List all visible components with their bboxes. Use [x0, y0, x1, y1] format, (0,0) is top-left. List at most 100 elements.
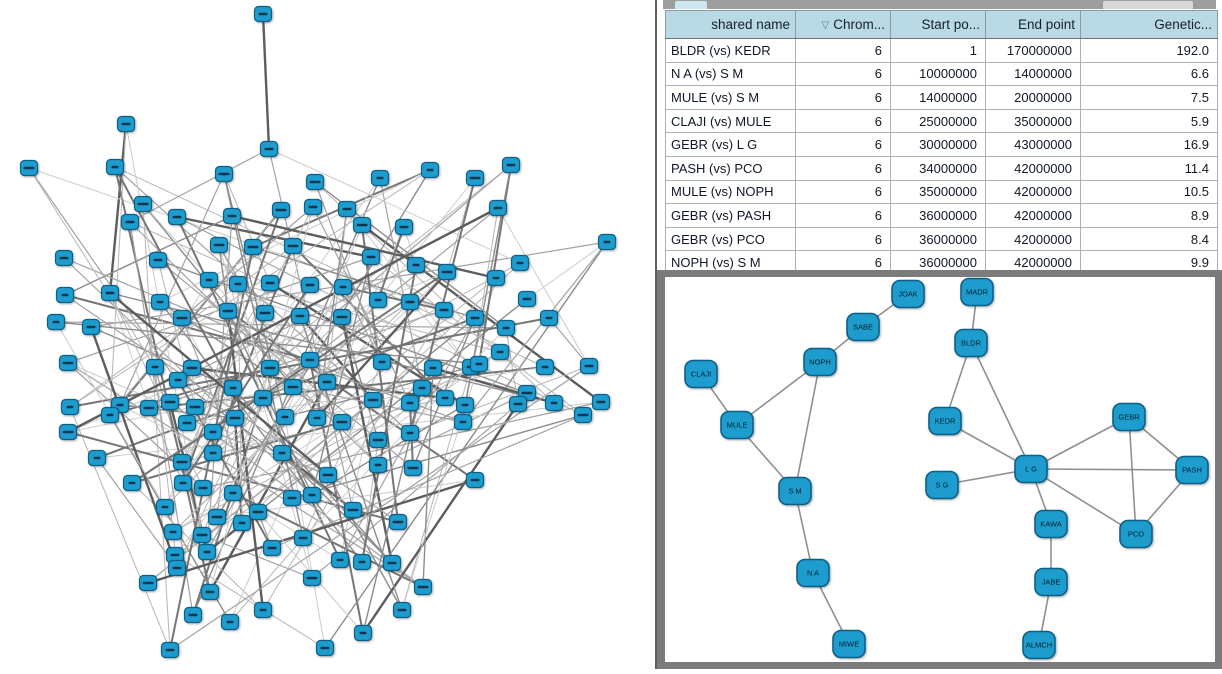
cell-shared-name[interactable]: MULE (vs) S M [665, 85, 796, 110]
network-node-87[interactable] [177, 414, 197, 432]
network-node-44[interactable] [255, 304, 275, 322]
network-node-24[interactable] [394, 218, 414, 236]
network-node-127[interactable] [138, 574, 158, 592]
network-node-136[interactable] [160, 641, 180, 659]
cell-value[interactable]: 14000000 [890, 85, 986, 110]
network-node-128[interactable] [200, 583, 220, 601]
network-edge[interactable] [89, 326, 179, 569]
network-node-pash[interactable]: PASH [1175, 455, 1209, 485]
network-node-129[interactable] [302, 569, 322, 587]
network-node-almch[interactable]: ALMCH [1022, 630, 1056, 660]
network-node-bldr[interactable]: BLDR [954, 328, 988, 358]
network-node-16[interactable] [222, 207, 242, 225]
network-edge[interactable] [326, 208, 348, 383]
network-edge[interactable] [291, 414, 584, 499]
network-edge[interactable] [970, 342, 1032, 470]
network-node-110[interactable] [302, 486, 322, 504]
filter-funnel-icon[interactable]: ▽ [821, 20, 830, 31]
network-edge[interactable] [268, 148, 521, 264]
network-node-86[interactable] [100, 406, 120, 424]
network-node-28[interactable] [597, 233, 617, 251]
network-edge[interactable] [237, 283, 501, 353]
cell-value[interactable]: 35000000 [890, 179, 986, 205]
network-edge[interactable] [142, 203, 171, 651]
network-node-134[interactable] [253, 601, 273, 619]
network-node-joak[interactable]: JOAK [891, 279, 925, 309]
network-node-11[interactable] [133, 195, 153, 213]
network-node-50[interactable] [465, 309, 485, 327]
network-node-25[interactable] [361, 248, 381, 266]
network-node-48[interactable] [400, 293, 420, 311]
cell-value[interactable]: 7.5 [1080, 85, 1218, 110]
cell-value[interactable]: 6 [795, 108, 891, 134]
cell-value[interactable]: 16.9 [1080, 132, 1218, 157]
network-node-106[interactable] [173, 474, 193, 492]
network-edge[interactable] [119, 173, 225, 406]
network-node-10[interactable] [501, 156, 521, 174]
network-node-71[interactable] [253, 389, 273, 407]
cell-value[interactable]: 34000000 [890, 155, 986, 181]
network-edge[interactable] [174, 363, 480, 556]
network-edge[interactable] [218, 244, 229, 312]
network-node-122[interactable] [352, 553, 372, 571]
network-node-62[interactable] [490, 343, 510, 361]
network-edge[interactable] [401, 277, 497, 611]
network-node-83[interactable] [544, 394, 564, 412]
cell-value[interactable]: 42000000 [985, 179, 1081, 205]
network-node-mule[interactable]: MULE [720, 410, 754, 440]
network-node-2[interactable] [19, 159, 39, 177]
cell-value[interactable]: 192.0 [1080, 38, 1218, 63]
network-node-0[interactable] [253, 5, 273, 23]
network-edge[interactable] [311, 256, 372, 496]
network-node-7[interactable] [370, 169, 390, 187]
cell-value[interactable]: 30000000 [890, 132, 986, 157]
cell-value[interactable]: 35000000 [985, 108, 1081, 134]
network-edge[interactable] [409, 301, 472, 368]
network-node-21[interactable] [243, 238, 263, 256]
network-node-104[interactable] [465, 471, 485, 489]
network-node-108[interactable] [223, 484, 243, 502]
network-edge[interactable] [147, 399, 374, 584]
network-edge[interactable] [114, 166, 546, 368]
network-edge[interactable] [370, 256, 584, 416]
network-node-117[interactable] [207, 508, 227, 526]
network-node-68[interactable] [412, 379, 432, 397]
network-edge[interactable] [281, 452, 393, 564]
cell-value[interactable]: 10.5 [1080, 179, 1218, 205]
network-node-30[interactable] [100, 284, 120, 302]
network-edge[interactable] [462, 241, 608, 423]
network-edge[interactable] [172, 271, 448, 533]
network-node-105[interactable] [122, 474, 142, 492]
network-node-74[interactable] [363, 391, 383, 409]
network-edge[interactable] [172, 351, 501, 533]
network-edge[interactable] [119, 404, 214, 454]
column-header-end-point[interactable]: End point [985, 10, 1081, 39]
cell-value[interactable]: 11.4 [1080, 155, 1218, 181]
network-edge[interactable] [218, 244, 313, 579]
network-node-52[interactable] [539, 309, 559, 327]
network-node-99[interactable] [203, 444, 223, 462]
cell-value[interactable]: 8.9 [1080, 203, 1218, 228]
network-edge[interactable] [237, 283, 243, 524]
network-node-n-a[interactable]: N A [796, 558, 830, 588]
table-row[interactable]: MULE (vs) S M 6 14000000 20000000 7.5 [665, 85, 1218, 110]
network-node-89[interactable] [225, 409, 245, 427]
network-node-70[interactable] [223, 379, 243, 397]
network-edge[interactable] [69, 406, 171, 651]
network-edge[interactable] [109, 292, 150, 409]
network-node-84[interactable] [591, 393, 611, 411]
network-node-101[interactable] [318, 466, 338, 484]
network-node-75[interactable] [60, 398, 80, 416]
network-node-26[interactable] [148, 251, 168, 269]
network-edge[interactable] [201, 315, 301, 536]
network-edge[interactable] [342, 286, 445, 311]
network-node-15[interactable] [271, 201, 291, 219]
network-node-42[interactable] [172, 309, 192, 327]
network-node-l-g[interactable]: L G [1014, 454, 1048, 484]
network-node-4[interactable] [259, 140, 279, 158]
network-node-109[interactable] [282, 489, 302, 507]
network-node-69[interactable] [435, 389, 455, 407]
network-node-90[interactable] [275, 408, 295, 426]
network-node-118[interactable] [232, 514, 252, 532]
network-edge[interactable] [229, 537, 304, 623]
